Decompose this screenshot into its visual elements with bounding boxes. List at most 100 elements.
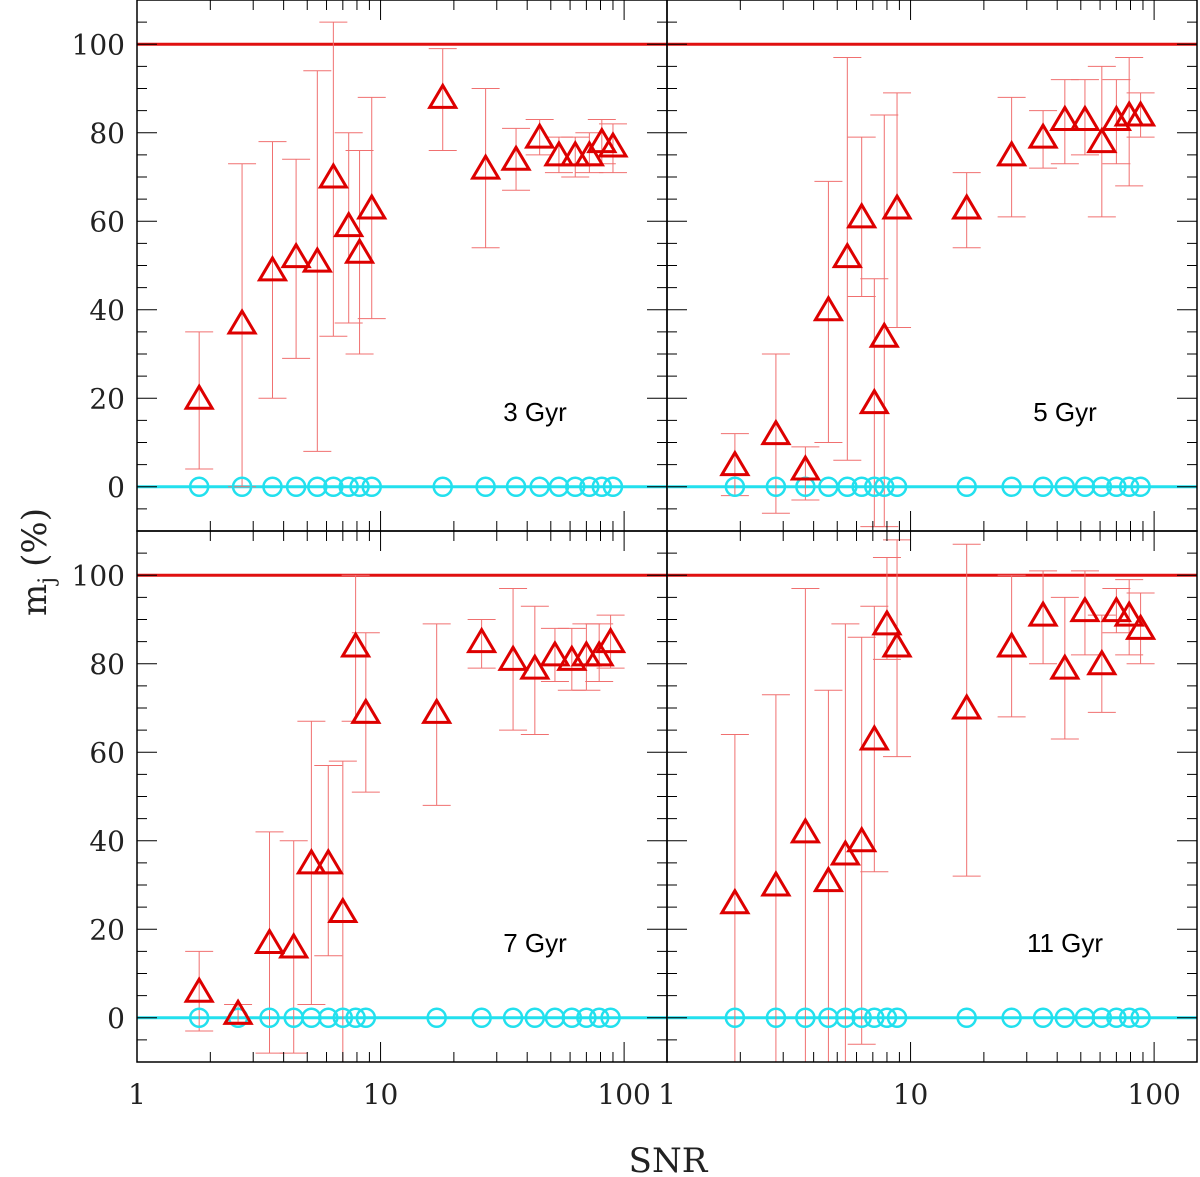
circle-point bbox=[864, 1007, 885, 1028]
triangle-point bbox=[1086, 648, 1118, 676]
triangle-point bbox=[995, 139, 1028, 167]
triangle-point bbox=[333, 210, 365, 238]
triangle-point bbox=[427, 82, 459, 109]
circle-point bbox=[1130, 1007, 1151, 1028]
triangle-point bbox=[1049, 104, 1081, 131]
panel-plot-area bbox=[137, 21, 667, 497]
circle-point bbox=[345, 1007, 366, 1028]
panel-frame bbox=[136, 0, 668, 532]
triangle-point bbox=[295, 847, 328, 875]
circle-point bbox=[323, 476, 344, 497]
panel-frame bbox=[136, 530, 668, 1063]
panel-label: 11 Gyr bbox=[1027, 928, 1103, 958]
triangle-point bbox=[524, 122, 556, 149]
y-tick-label: 40 bbox=[89, 294, 125, 327]
triangle-point bbox=[881, 631, 913, 658]
circle-point bbox=[795, 1007, 816, 1028]
triangle-point bbox=[1027, 600, 1059, 627]
circle-point bbox=[1091, 476, 1113, 497]
circle-point bbox=[1001, 476, 1022, 497]
triangle-point bbox=[1124, 100, 1157, 127]
panel-3: 0 20 40 60 80 100 7 Gyr bbox=[72, 530, 668, 1063]
circle-point bbox=[835, 1007, 856, 1028]
triangle-point bbox=[421, 697, 453, 724]
triangle-point bbox=[339, 631, 372, 658]
triangle-point bbox=[500, 144, 532, 171]
circle-point bbox=[307, 476, 328, 497]
y-tick-label: 60 bbox=[89, 205, 125, 238]
y-tick-label: 20 bbox=[89, 382, 125, 415]
triangle-point bbox=[812, 294, 845, 322]
triangle-point bbox=[1113, 600, 1145, 627]
triangle-point bbox=[760, 870, 792, 897]
triangle-point bbox=[350, 697, 382, 724]
triangle-point bbox=[519, 653, 551, 680]
triangle-point bbox=[497, 644, 529, 671]
x-tick-label: 10 bbox=[893, 1078, 929, 1111]
panel-label: 3 Gyr bbox=[503, 397, 567, 427]
triangle-point bbox=[327, 896, 359, 924]
panel-plot-area bbox=[667, 539, 1197, 1062]
panel-label: 5 Gyr bbox=[1033, 397, 1097, 427]
circle-point bbox=[765, 1007, 787, 1028]
circle-point bbox=[262, 476, 283, 497]
x-tick-label: 100 bbox=[597, 1078, 650, 1111]
triangle-point bbox=[465, 626, 498, 654]
y-tick-label: 40 bbox=[89, 825, 125, 858]
triangle-point bbox=[312, 847, 344, 875]
y-tick-label: 20 bbox=[89, 913, 125, 946]
circle-point bbox=[956, 1007, 977, 1028]
circle-point bbox=[318, 1007, 339, 1028]
circle-point bbox=[851, 476, 872, 497]
panel-plot-area bbox=[137, 573, 667, 1062]
triangle-point bbox=[831, 241, 863, 269]
panel-4: 11 Gyr bbox=[666, 530, 1198, 1063]
triangle-point bbox=[1069, 595, 1101, 623]
y-tick-label: 0 bbox=[107, 1002, 125, 1035]
circle-point bbox=[579, 476, 600, 497]
circle-point bbox=[561, 1007, 583, 1028]
circle-point bbox=[886, 1007, 908, 1028]
x-tick-label: 1 bbox=[128, 1078, 146, 1111]
triangle-point bbox=[995, 631, 1028, 658]
triangle-point bbox=[317, 162, 349, 189]
circle-point bbox=[1118, 1007, 1140, 1028]
circle-point bbox=[576, 1007, 597, 1028]
y-tick-label: 80 bbox=[89, 648, 125, 681]
triangle-point bbox=[222, 998, 254, 1025]
circle-point bbox=[864, 476, 885, 497]
circle-point bbox=[1118, 476, 1140, 497]
circle-point bbox=[956, 476, 977, 497]
circle-point bbox=[548, 476, 570, 497]
triangle-point bbox=[789, 454, 822, 481]
triangle-point bbox=[278, 932, 310, 959]
triangle-point bbox=[881, 193, 913, 220]
svg-text:mj(%): mj (%) bbox=[15, 508, 60, 616]
y-tick-label: 60 bbox=[89, 736, 125, 769]
circle-point bbox=[837, 476, 858, 497]
circle-point bbox=[426, 1007, 447, 1028]
panel-frame bbox=[666, 530, 1198, 1063]
triangle-point bbox=[951, 193, 983, 220]
triangle-point bbox=[846, 825, 878, 853]
circle-point bbox=[1106, 476, 1127, 497]
circle-point bbox=[475, 476, 496, 497]
triangle-point bbox=[829, 839, 862, 866]
triangle-point bbox=[1100, 595, 1133, 623]
triangle-point bbox=[594, 626, 627, 654]
y-axis-label-main: m bbox=[15, 584, 55, 616]
triangle-point bbox=[871, 608, 903, 636]
triangle-point bbox=[226, 308, 258, 335]
triangle-point bbox=[469, 153, 502, 180]
x-tick-label: 10 bbox=[363, 1078, 399, 1111]
circle-point bbox=[874, 476, 895, 497]
circle-point bbox=[600, 1007, 621, 1028]
y-axis-label-subscript: j bbox=[35, 577, 60, 587]
triangle-point bbox=[183, 383, 215, 410]
circle-point bbox=[765, 476, 787, 497]
triangle-point bbox=[256, 254, 289, 282]
y-tick-label: 100 bbox=[72, 559, 125, 592]
triangle-point bbox=[719, 887, 751, 915]
panel-plot-area bbox=[667, 42, 1197, 528]
triangle-point bbox=[583, 639, 615, 667]
